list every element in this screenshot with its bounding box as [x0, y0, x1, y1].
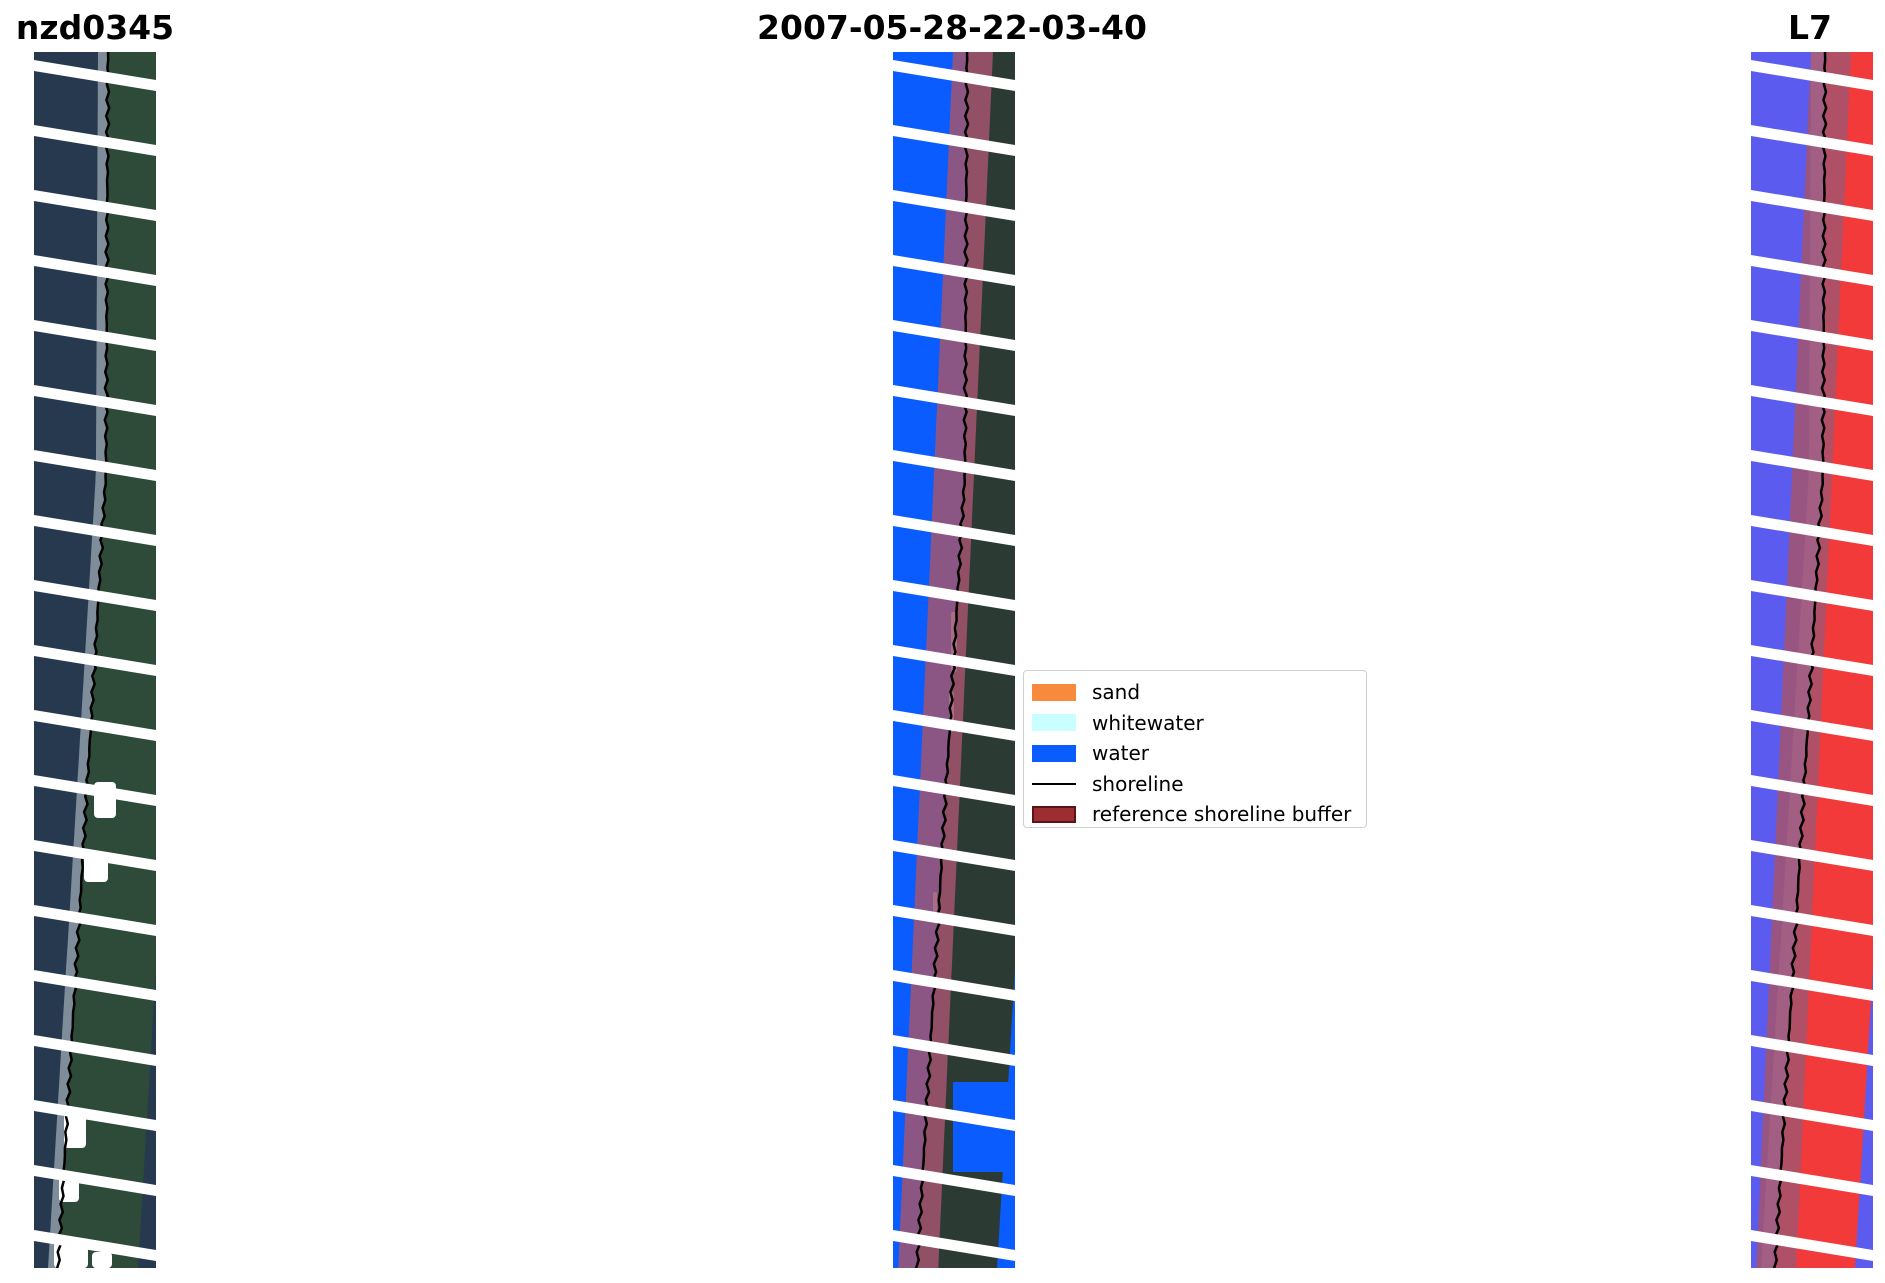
nodata-stripe — [893, 385, 1015, 416]
nodata-stripe — [893, 1230, 1015, 1261]
nodata-stripe — [34, 450, 156, 481]
nodata-stripe — [34, 125, 156, 156]
title-site: nzd0345 — [15, 8, 175, 47]
legend-item-whitewater: whitewater — [1032, 708, 1358, 739]
nodata-stripe — [1751, 450, 1873, 481]
legend-label: whitewater — [1092, 710, 1204, 735]
nodata-stripe — [34, 645, 156, 676]
nodata-stripe — [34, 190, 156, 221]
cloud-mask — [92, 1252, 112, 1268]
nodata-stripe — [893, 710, 1015, 741]
nodata-stripe — [34, 840, 156, 871]
legend-item-water: water — [1032, 738, 1358, 769]
sand-swatch — [1032, 683, 1076, 701]
nodata-stripe — [1751, 970, 1873, 1001]
legend-item-buffer: reference shoreline buffer — [1032, 799, 1358, 830]
surf-zone — [48, 52, 108, 1268]
nodata-stripe — [893, 840, 1015, 871]
nodata-stripe — [1751, 320, 1873, 351]
nodata-stripe — [34, 1165, 156, 1196]
nodata-stripe — [893, 580, 1015, 611]
rgb-image-panel — [34, 52, 156, 1268]
nodata-stripe — [1751, 580, 1873, 611]
whitewater-swatch — [1032, 714, 1076, 732]
nodata-stripe — [893, 320, 1015, 351]
nodata-stripe — [1751, 255, 1873, 286]
mndwi-image — [1751, 52, 1873, 1268]
legend-item-shoreline: shoreline — [1032, 769, 1358, 800]
nodata-stripe — [893, 190, 1015, 221]
classified-image — [893, 52, 1015, 1268]
nodata-stripe — [1751, 1165, 1873, 1196]
legend-item-sand: sand — [1032, 677, 1358, 708]
rgb-image — [34, 52, 156, 1268]
nodata-stripe — [34, 580, 156, 611]
nodata-stripe — [34, 320, 156, 351]
nodata-stripe — [34, 255, 156, 286]
nodata-stripe — [34, 970, 156, 1001]
legend-label: sand — [1092, 680, 1141, 705]
nodata-stripe — [1751, 60, 1873, 91]
nodata-stripe — [1751, 905, 1873, 936]
nodata-stripe — [893, 1100, 1015, 1131]
nodata-stripe — [34, 1230, 156, 1261]
nodata-stripe — [893, 450, 1015, 481]
nodata-stripe — [1751, 1035, 1873, 1066]
legend-label: water — [1092, 741, 1149, 766]
classified-image-panel — [893, 52, 1015, 1268]
nodata-stripe — [1751, 645, 1873, 676]
nodata-stripe — [34, 905, 156, 936]
nodata-stripe — [34, 710, 156, 741]
nodata-stripe — [893, 645, 1015, 676]
title-satellite: L7 — [1788, 8, 1832, 47]
nodata-stripe — [893, 1165, 1015, 1196]
shoreline-line-swatch — [1032, 782, 1076, 785]
nodata-stripe — [1751, 190, 1873, 221]
nodata-stripe — [34, 60, 156, 91]
nodata-stripe — [1751, 1230, 1873, 1261]
nodata-stripe — [34, 1100, 156, 1131]
nodata-stripe — [893, 775, 1015, 806]
nodata-stripe — [1751, 840, 1873, 871]
nodata-stripe — [34, 1035, 156, 1066]
nodata-stripe — [893, 125, 1015, 156]
buffer-swatch — [1032, 805, 1076, 823]
water-swatch — [1032, 744, 1076, 762]
nodata-stripe — [1751, 515, 1873, 546]
nodata-stripe — [893, 970, 1015, 1001]
legend-label: reference shoreline buffer — [1092, 802, 1352, 827]
nodata-stripe — [893, 1035, 1015, 1066]
nodata-stripe — [34, 515, 156, 546]
nodata-stripe — [1751, 385, 1873, 416]
title-date: 2007-05-28-22-03-40 — [757, 8, 1147, 47]
nodata-stripe — [34, 775, 156, 806]
nodata-stripe — [893, 515, 1015, 546]
nodata-stripe — [1751, 710, 1873, 741]
cloud-mask — [64, 1112, 86, 1148]
nodata-stripe — [893, 255, 1015, 286]
nodata-stripe — [1751, 775, 1873, 806]
nodata-stripe — [1751, 1100, 1873, 1131]
nodata-stripe — [893, 60, 1015, 91]
cloud-mask — [54, 1242, 88, 1268]
nodata-stripe — [893, 905, 1015, 936]
mndwi-image-panel — [1751, 52, 1873, 1268]
nodata-stripe — [34, 385, 156, 416]
nodata-stripe — [1751, 125, 1873, 156]
legend-label: shoreline — [1092, 771, 1184, 796]
legend: sand whitewater water shoreline referenc… — [1023, 670, 1367, 828]
